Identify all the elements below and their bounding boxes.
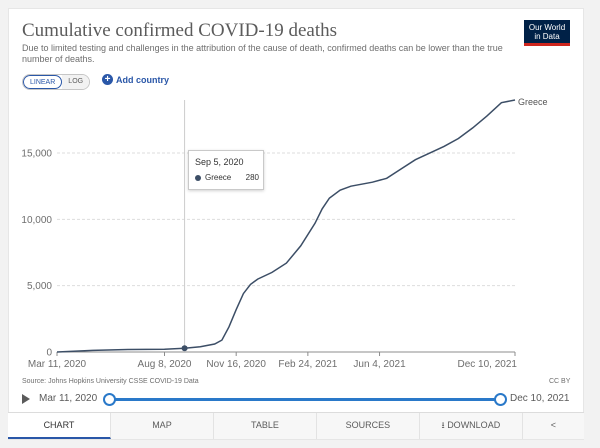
plus-circle-icon: + bbox=[102, 74, 113, 85]
timeline-end-label: Dec 10, 2021 bbox=[510, 393, 570, 404]
timeline-end-handle[interactable] bbox=[494, 393, 507, 406]
y-tick-label: 5,000 bbox=[27, 281, 52, 292]
logo-line-1: Our World bbox=[528, 23, 566, 32]
tooltip-value: 280 bbox=[245, 173, 259, 182]
y-tick-label: 15,000 bbox=[21, 149, 52, 160]
add-country-button[interactable]: + Add country bbox=[102, 74, 169, 85]
timeline: Mar 11, 2020 Dec 10, 2021 bbox=[22, 391, 574, 407]
log-scale-button[interactable]: LOG bbox=[62, 75, 90, 89]
tab-share[interactable]: < bbox=[523, 413, 584, 439]
play-icon[interactable] bbox=[22, 394, 30, 404]
tooltip-series: Greece bbox=[205, 173, 232, 182]
timeline-start-label: Mar 11, 2020 bbox=[39, 393, 98, 404]
tab-download-label: DOWNLOAD bbox=[447, 420, 501, 430]
source-note[interactable]: Source: Johns Hopkins University CSSE CO… bbox=[22, 378, 199, 385]
x-tick-label: Nov 16, 2020 bbox=[206, 359, 266, 370]
y-tick-label: 10,000 bbox=[21, 215, 52, 226]
x-tick-label: Mar 11, 2020 bbox=[28, 359, 87, 370]
owid-logo[interactable]: Our World in Data bbox=[524, 20, 570, 46]
hover-point[interactable] bbox=[181, 345, 188, 352]
x-tick-label: Feb 24, 2021 bbox=[278, 359, 337, 370]
tab-chart[interactable]: CHART bbox=[8, 413, 111, 439]
timeline-start-handle[interactable] bbox=[103, 393, 116, 406]
add-country-label: Add country bbox=[116, 74, 169, 85]
series-line-greece[interactable] bbox=[56, 99, 516, 353]
tab-table[interactable]: TABLE bbox=[214, 413, 317, 439]
tooltip: Sep 5, 2020 Greece 280 bbox=[188, 150, 264, 190]
tab-download[interactable]: ⭳ DOWNLOAD bbox=[420, 413, 523, 439]
chart-subtitle: Due to limited testing and challenges in… bbox=[22, 43, 503, 64]
tab-bar: CHART MAP TABLE SOURCES ⭳ DOWNLOAD < bbox=[8, 412, 584, 439]
download-icon: ⭳ bbox=[441, 420, 445, 430]
series-label[interactable]: Greece bbox=[518, 97, 548, 107]
tooltip-row: Greece 280 bbox=[195, 173, 259, 182]
linear-scale-button[interactable]: LINEAR bbox=[23, 75, 63, 89]
timeline-track[interactable] bbox=[108, 398, 500, 401]
x-tick-label: Jun 4, 2021 bbox=[353, 359, 406, 370]
x-tick-label: Dec 10, 2021 bbox=[458, 359, 518, 370]
logo-line-2: in Data bbox=[534, 32, 560, 41]
chart-title: Cumulative confirmed COVID-19 deaths bbox=[22, 20, 338, 41]
x-tick-label: Aug 8, 2020 bbox=[138, 359, 192, 370]
tab-map[interactable]: MAP bbox=[111, 413, 214, 439]
scale-toggle: LINEAR LOG bbox=[22, 74, 91, 90]
series-dot-icon bbox=[195, 174, 201, 181]
y-tick-label: 0 bbox=[46, 348, 52, 359]
tooltip-date: Sep 5, 2020 bbox=[195, 157, 244, 167]
license-note[interactable]: CC BY bbox=[549, 378, 571, 385]
share-icon: < bbox=[550, 420, 557, 430]
tab-sources[interactable]: SOURCES bbox=[317, 413, 420, 439]
